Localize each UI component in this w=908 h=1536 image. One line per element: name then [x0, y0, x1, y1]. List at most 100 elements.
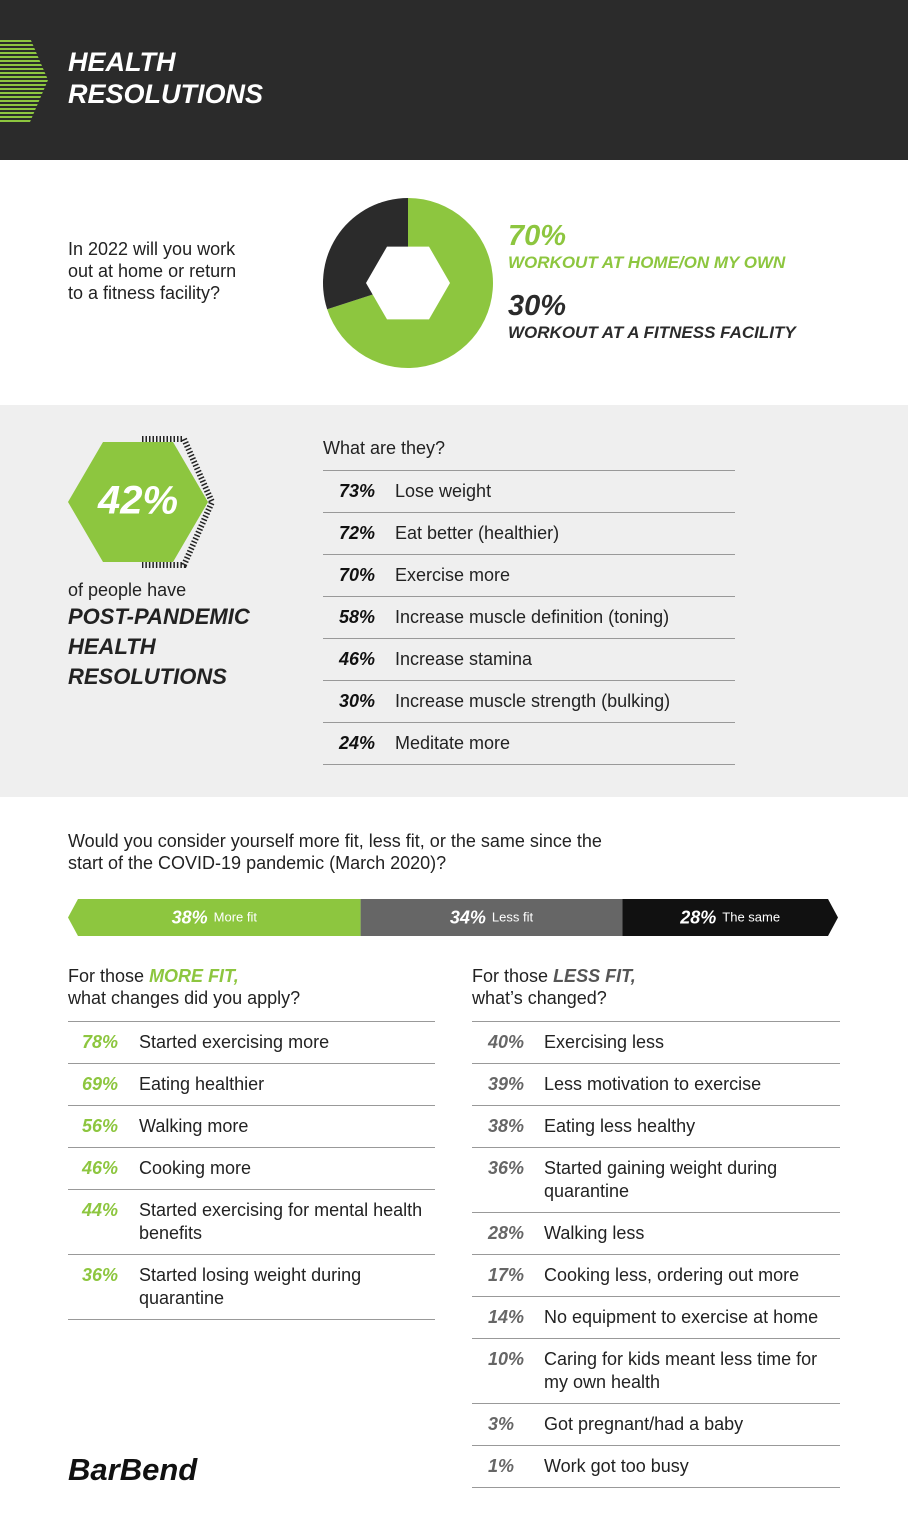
list-text: Eat better (healthier): [395, 523, 560, 543]
resolution-list: 73% Lose weight 72% Eat better (healthier) 7…: [323, 470, 735, 765]
heading-sub: what’s changed?: [472, 988, 607, 1008]
list-pct: 39%: [488, 1074, 525, 1094]
list-row: 40% Exercising less: [472, 1022, 840, 1064]
list-pct: 30%: [339, 691, 376, 711]
list-row: 44% Started exercising for mental health …: [68, 1190, 435, 1255]
list-pct: 17%: [488, 1265, 525, 1285]
list-text: Started gaining weight during quarantine: [544, 1158, 778, 1201]
list-text: Started losing weight during quarantine: [139, 1265, 362, 1308]
list-text: Exercise more: [395, 565, 511, 585]
list-pct: 70%: [339, 565, 376, 585]
list-text: Increase muscle definition (toning): [395, 607, 670, 627]
list-text: Caring for kids meant less time for my o…: [544, 1349, 818, 1392]
list-row: 30% Increase muscle strength (bulking): [323, 681, 735, 723]
pie-hole: [366, 246, 450, 320]
bar-value: 38%: [172, 907, 208, 927]
list-pct: 1%: [488, 1456, 515, 1476]
list-text: Walking less: [544, 1223, 645, 1243]
list-pct: 36%: [82, 1265, 119, 1285]
list-heading: For those MORE FIT, what changes did you…: [68, 965, 300, 1009]
list-pct: 46%: [82, 1158, 119, 1178]
legend-entry: 30% WORKOUT AT A FITNESS FACILITY: [508, 290, 796, 344]
list-row: 24% Meditate more: [323, 723, 735, 765]
list-row: 70% Exercise more: [323, 555, 735, 597]
list-row: 36% Started gaining weight during quarant…: [472, 1148, 840, 1213]
legend-label: WORKOUT AT HOME/ON MY OWN: [508, 253, 786, 272]
stat-caption: of people have: [68, 580, 187, 600]
list-pct: 10%: [488, 1349, 525, 1369]
list-pct: 3%: [488, 1414, 515, 1434]
list-text: Eating healthier: [139, 1074, 265, 1094]
list-pct: 44%: [82, 1200, 119, 1220]
list-row: 58% Increase muscle definition (toning): [323, 597, 735, 639]
list-pct: 73%: [339, 481, 376, 501]
list-text: Started exercising for mental health ben…: [139, 1200, 423, 1243]
stat-value: 42%: [97, 479, 178, 523]
legend-label: WORKOUT AT A FITNESS FACILITY: [508, 323, 796, 342]
list-text: Lose weight: [395, 481, 492, 501]
heading-emphasis: MORE FIT,: [149, 966, 239, 986]
bar-category: The same: [722, 910, 780, 925]
bar-segment: [622, 899, 838, 936]
heading-sub: what changes did you apply?: [68, 988, 301, 1008]
list-row: 10% Caring for kids meant less time for m…: [472, 1339, 840, 1404]
list-row: 17% Cooking less, ordering out more: [472, 1255, 840, 1297]
list-text: Less motivation to exercise: [544, 1074, 762, 1094]
list-pct: 46%: [339, 649, 376, 669]
list-row: 14% No equipment to exercise at home: [472, 1297, 840, 1339]
hexagon: [68, 442, 208, 562]
bar-label: 34% Less fit: [450, 907, 534, 927]
bar-chart: 38% More fit 34% Less fit 28% The same: [68, 899, 838, 936]
bar-value: 28%: [679, 907, 716, 927]
list-row: 38% Eating less healthy: [472, 1106, 840, 1148]
more-fit-list: 78% Started exercising more 69% Eating heal…: [68, 1021, 435, 1320]
less-fit-list: 40% Exercising less 39% Less motivation to …: [472, 1021, 840, 1488]
list-row: 39% Less motivation to exercise: [472, 1064, 840, 1106]
stat-hexagon: 42%: [68, 436, 216, 568]
list-pct: 58%: [339, 607, 376, 627]
logo-text: BarBend: [68, 1452, 198, 1487]
list-row: 73% Lose weight: [323, 471, 735, 513]
pie-legend: 70% WORKOUT AT HOME/ON MY OWN 30% WORKOUT A…: [508, 220, 796, 344]
list-pct: 36%: [488, 1158, 525, 1178]
list-pct: 24%: [339, 733, 376, 753]
list-text: Work got too busy: [544, 1456, 689, 1476]
list-pct: 69%: [82, 1074, 119, 1094]
heading-lead: For those: [68, 966, 145, 986]
list-row: 3% Got pregnant/had a baby: [472, 1404, 840, 1446]
list-pct: 28%: [488, 1223, 525, 1243]
question: In 2022 will you work out at home or ret…: [68, 239, 237, 303]
list-row: 36% Started losing weight during quaranti…: [68, 1255, 435, 1320]
legend-value: 30%: [508, 290, 567, 322]
page-title: HEALTH RESOLUTIONS: [68, 47, 264, 109]
list-row: 46% Cooking more: [68, 1148, 435, 1190]
list-pct: 14%: [488, 1307, 525, 1327]
list-text: Cooking more: [139, 1158, 252, 1178]
list-row: 1% Work got too busy: [472, 1446, 840, 1488]
hexagon-stripes: [142, 436, 216, 568]
logo: BarBend: [68, 1452, 198, 1487]
heading-lead: For those: [472, 966, 549, 986]
list-text: Got pregnant/had a baby: [544, 1414, 744, 1434]
header-chevron: [0, 38, 48, 122]
bar-segment: [360, 899, 623, 936]
list-row: 46% Increase stamina: [323, 639, 735, 681]
list-row: 56% Walking more: [68, 1106, 435, 1148]
list-text: Walking more: [139, 1116, 249, 1136]
question: Would you consider yourself more fit, le…: [68, 831, 602, 873]
legend-entry: 70% WORKOUT AT HOME/ON MY OWN: [508, 220, 796, 274]
list-text: No equipment to exercise at home: [544, 1307, 819, 1327]
list-pct: 56%: [82, 1116, 119, 1136]
pie-chart: [323, 198, 494, 369]
list-text: Meditate more: [395, 733, 511, 753]
list-row: 28% Walking less: [472, 1213, 840, 1255]
list-pct: 72%: [339, 523, 376, 543]
bar-category: More fit: [214, 910, 258, 925]
bar-label: 28% The same: [679, 907, 780, 927]
list-text: Eating less healthy: [544, 1116, 696, 1136]
bar-value: 34%: [450, 907, 486, 927]
list-pct: 40%: [488, 1032, 525, 1052]
list-pct: 38%: [488, 1116, 525, 1136]
